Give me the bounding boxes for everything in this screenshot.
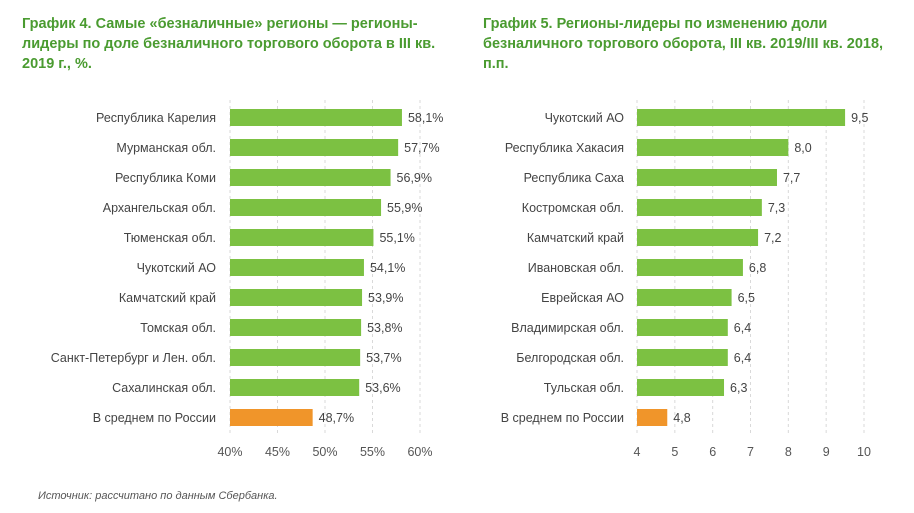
chart4-value-label: 53,9% <box>368 291 403 305</box>
chart4-tick-label: 50% <box>312 445 337 459</box>
chart4-bar <box>230 229 374 246</box>
chart5-tick-label: 7 <box>747 445 754 459</box>
chart4-value-label: 53,6% <box>365 381 400 395</box>
chart4-value-label: 53,8% <box>367 321 402 335</box>
chart4-category-label: Тюменская обл. <box>124 231 216 245</box>
chart5-value-label: 9,5 <box>851 111 868 125</box>
chart4-tick-label: 45% <box>265 445 290 459</box>
chart5-value-label: 6,4 <box>734 351 751 365</box>
chart4-value-label: 48,7% <box>319 411 354 425</box>
chart5-bar <box>637 259 743 276</box>
chart5-category-label: В среднем по России <box>501 411 624 425</box>
chart4-value-label: 54,1% <box>370 261 405 275</box>
chart4-tick-label: 40% <box>217 445 242 459</box>
chart5-bar <box>637 199 762 216</box>
chart4-value-label: 55,9% <box>387 201 422 215</box>
chart5-category-label: Ивановская обл. <box>528 261 624 275</box>
chart4-value-label: 58,1% <box>408 111 443 125</box>
chart5-value-label: 7,3 <box>768 201 785 215</box>
chart5-category-label: Костромская обл. <box>522 201 624 215</box>
chart4-value-label: 53,7% <box>366 351 401 365</box>
chart5-bar <box>637 379 725 396</box>
chart4-value-label: 56,9% <box>397 171 432 185</box>
chart5-value-label: 6,3 <box>730 381 747 395</box>
chart4-category-label: Чукотский АО <box>137 261 217 275</box>
chart5-value-label: 7,2 <box>764 231 781 245</box>
chart5-tick-label: 10 <box>857 445 871 459</box>
chart4-bar <box>230 199 382 216</box>
chart5-tick-label: 6 <box>709 445 716 459</box>
chart5-category-label: Еврейская АО <box>541 291 624 305</box>
chart4-category-label: Республика Карелия <box>96 111 216 125</box>
chart5-tick-label: 9 <box>823 445 830 459</box>
chart4-bar <box>230 289 363 306</box>
chart5-value-label: 6,4 <box>734 321 751 335</box>
chart5-bar <box>637 109 846 126</box>
chart5-value-label: 7,7 <box>783 171 800 185</box>
chart5-bar <box>637 409 668 426</box>
chart-4-title: График 4. Самые «безналичные» регионы — … <box>22 16 436 72</box>
chart4-bar <box>230 139 399 156</box>
chart5-value-label: 4,8 <box>673 411 690 425</box>
chart4-bar <box>230 259 364 276</box>
chart-5-title: График 5. Регионы-лидеры по изменению до… <box>483 16 884 72</box>
chart5-category-label: Чукотский АО <box>545 111 625 125</box>
chart4-bar <box>230 169 391 186</box>
chart5-category-label: Камчатский край <box>527 231 624 245</box>
chart5-category-label: Республика Саха <box>524 171 624 185</box>
chart4-value-label: 57,7% <box>404 141 439 155</box>
chart5-bar <box>637 229 759 246</box>
chart5-tick-label: 4 <box>634 445 641 459</box>
chart5-category-label: Владимирская обл. <box>511 321 624 335</box>
chart4-tick-label: 55% <box>360 445 385 459</box>
chart4-category-label: Камчатский край <box>119 291 216 305</box>
chart5-value-label: 6,5 <box>738 291 755 305</box>
chart4-category-label: Сахалинская обл. <box>112 381 216 395</box>
chart5-bar <box>637 319 728 336</box>
source-note: Источник: рассчитано по данным Сбербанка… <box>38 490 278 502</box>
chart4-bar <box>230 379 360 396</box>
chart5-bar <box>637 169 777 186</box>
chart4-category-label: В среднем по России <box>93 411 216 425</box>
chart5-tick-label: 8 <box>785 445 792 459</box>
chart4-bar <box>230 109 402 126</box>
chart5-value-label: 6,8 <box>749 261 766 275</box>
chart4-category-label: Томская обл. <box>140 321 216 335</box>
chart4-bar <box>230 319 362 336</box>
chart4-bar <box>230 349 361 366</box>
chart5-category-label: Белгородская обл. <box>516 351 624 365</box>
chart5-category-label: Тульская обл. <box>544 381 624 395</box>
chart5-bar <box>637 349 728 366</box>
chart5-value-label: 8,0 <box>794 141 811 155</box>
chart5-bar <box>637 139 789 156</box>
chart4-category-label: Архангельская обл. <box>103 201 216 215</box>
chart4-category-label: Санкт-Петербург и Лен. обл. <box>51 351 216 365</box>
chart5-category-label: Республика Хакасия <box>505 141 624 155</box>
chart5-bar <box>637 289 732 306</box>
chart4-bar <box>230 409 313 426</box>
chart4-value-label: 55,1% <box>379 231 414 245</box>
chart5-tick-label: 5 <box>671 445 678 459</box>
chart4-tick-label: 60% <box>407 445 432 459</box>
chart4-category-label: Мурманская обл. <box>116 141 216 155</box>
chart4-category-label: Республика Коми <box>115 171 216 185</box>
